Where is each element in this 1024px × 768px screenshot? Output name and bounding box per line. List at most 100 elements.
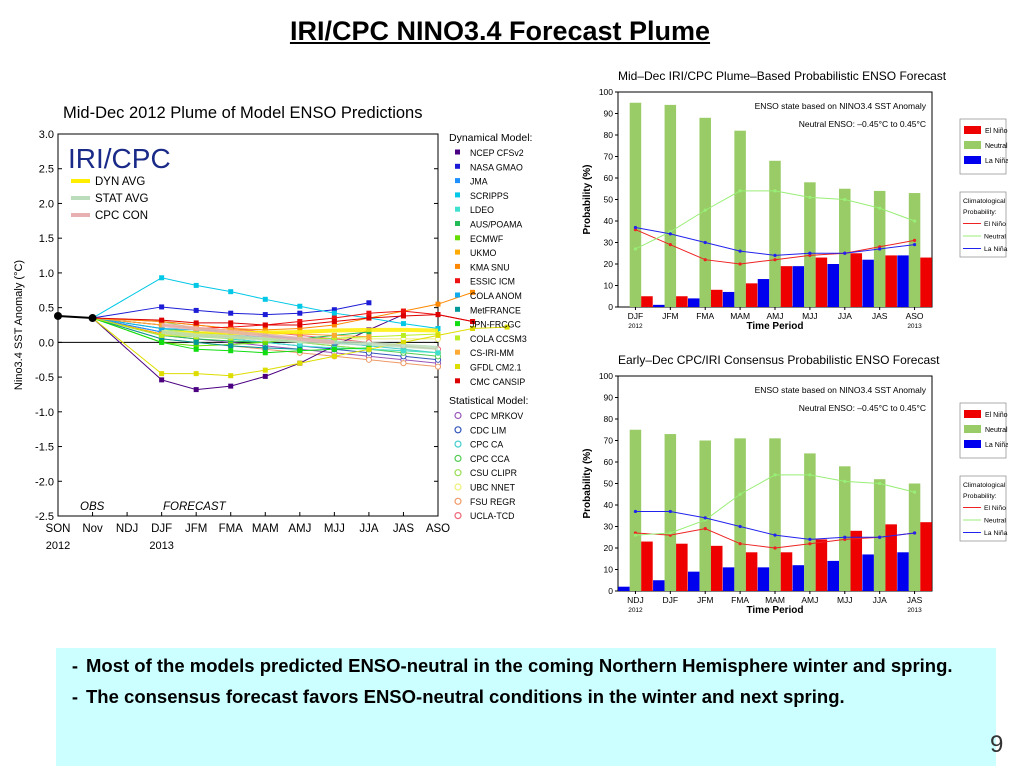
dynamical-legend-label: GFDL CM2.1 (470, 363, 522, 373)
climatology-point (738, 262, 742, 266)
year-label: 2012 (628, 607, 643, 614)
x-tick-label: Nov (82, 523, 103, 535)
neutral-range-note: Neutral ENSO: –0.45°C to 0.45°C (799, 403, 926, 413)
observed-point (54, 311, 62, 320)
probability-bar (873, 479, 886, 591)
climatology-point (738, 189, 742, 193)
observed-point (88, 314, 97, 323)
dynamical-model-marker (297, 360, 303, 366)
dynamical-model-line (92, 277, 439, 329)
forecast-label: FORECAST (163, 501, 227, 513)
climatology-point (703, 527, 707, 531)
legend-swatch (964, 440, 981, 448)
climatology-point (843, 535, 847, 539)
observed-line (57, 314, 93, 320)
climatology-point (773, 189, 777, 193)
dynamical-model-marker (366, 329, 372, 335)
dynamical-model-marker (159, 332, 165, 338)
climatology-point (773, 546, 777, 550)
summary-box: - Most of the models predicted ENSO-neut… (56, 648, 996, 766)
legend-label: Neutral (985, 427, 1008, 434)
x-tick-label: MAM (765, 595, 785, 605)
y-tick-label: 50 (604, 195, 614, 205)
dynamical-model-marker (193, 371, 199, 377)
probability-bar (780, 552, 793, 591)
dynamical-legend-header: Dynamical Model: (449, 132, 532, 144)
average-legend-label: STAT AVG (95, 193, 149, 205)
probability-bar (792, 266, 805, 307)
legend-swatch (964, 126, 981, 134)
probability-bar (699, 117, 711, 307)
climatology-legend-title-line1: Climatological (963, 198, 1006, 205)
dynamical-model-marker (366, 346, 372, 352)
dynamical-model-marker (331, 353, 337, 359)
dynamical-model-marker (435, 350, 441, 356)
climatology-legend-label: El Niño (984, 221, 1006, 228)
dynamical-model-marker (159, 377, 165, 383)
dynamical-model-marker (193, 387, 199, 393)
year-label: 2013 (907, 607, 922, 614)
y-tick-label: 70 (604, 436, 614, 446)
y-tick-label: 40 (604, 500, 614, 510)
dynamical-model-marker (159, 336, 165, 342)
dynamical-model-marker (400, 332, 406, 338)
dynamical-model-marker (400, 308, 406, 314)
statistical-legend-marker (454, 512, 462, 520)
probability-bar (757, 279, 770, 307)
statistical-legend-marker (454, 454, 462, 462)
dynamical-legend-label: UKMO (470, 248, 497, 258)
probability-bar (687, 571, 700, 591)
statistical-legend-marker (454, 426, 462, 434)
plume-title: Mid-Dec 2012 Plume of Model ENSO Predict… (63, 104, 423, 122)
bullet-text: The consensus forecast favors ENSO-neutr… (86, 686, 845, 707)
dynamical-model-marker (366, 300, 372, 306)
y-tick-label: 2.5 (39, 164, 54, 176)
probability-bar (804, 453, 816, 591)
y-tick-label: -0.5 (35, 372, 54, 384)
climatology-point (843, 479, 847, 483)
x-tick-label: JJA (359, 523, 379, 535)
dynamical-model-marker (331, 315, 337, 321)
bullet-dash: - (71, 655, 79, 676)
probability-bar (710, 289, 723, 307)
dynamical-model-line (92, 317, 300, 350)
climatology-legend-label: La Niña (984, 246, 1008, 253)
dynamical-model-marker (400, 339, 406, 345)
y-tick-label: 90 (604, 393, 614, 403)
dynamical-model-marker (435, 325, 441, 331)
dynamical-model-marker (159, 339, 165, 345)
climatology-point (808, 542, 812, 546)
probability-bar (908, 483, 921, 591)
climatology-point (878, 535, 882, 539)
climatology-point (703, 258, 707, 262)
climatology-point (738, 249, 742, 253)
y-tick-label: 40 (604, 216, 614, 226)
climatology-point (773, 533, 777, 537)
dynamical-model-marker (470, 289, 476, 295)
average-legend-label: CPC CON (95, 210, 148, 222)
x-tick-label: FMA (696, 311, 714, 321)
probability-bar (769, 160, 781, 307)
probability-bar (827, 264, 840, 307)
climatology-point (912, 531, 917, 535)
probability-bar (653, 304, 665, 307)
statistical-legend-header: Statistical Model: (449, 395, 528, 407)
x-tick-label: MAM (252, 523, 279, 535)
y-tick-label: 20 (604, 543, 614, 553)
dynamical-model-marker (262, 296, 268, 302)
climatology-point (773, 253, 777, 257)
dynamical-legend-label: JPN-FRCGC (470, 320, 521, 330)
statistical-legend-marker (454, 411, 462, 420)
statistical-model-marker (365, 356, 373, 363)
average-line (161, 327, 439, 336)
y-tick-label: 80 (604, 414, 614, 424)
dynamical-model-marker (297, 322, 303, 328)
x-tick-label: MJJ (802, 311, 818, 321)
climatology-point (912, 490, 917, 494)
y-axis-label: Probability (%) (582, 448, 593, 518)
probability-bar (850, 253, 863, 307)
dynamical-legend-marker (455, 278, 460, 284)
dynamical-model-marker (159, 317, 165, 323)
probability-bar (629, 102, 642, 307)
probability-bar (734, 438, 746, 591)
